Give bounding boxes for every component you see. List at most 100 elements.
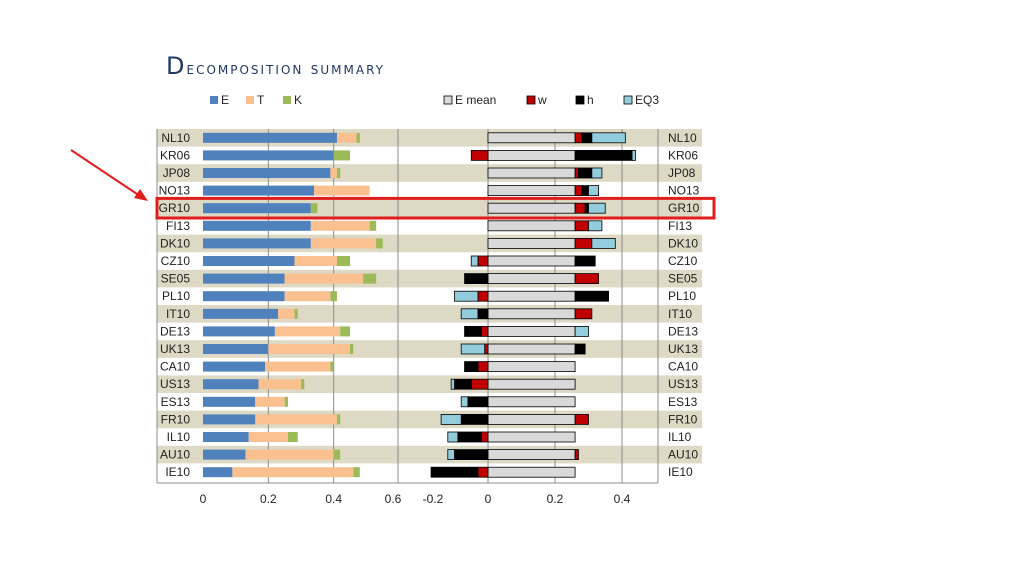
bar-k-cz10 (336, 256, 351, 266)
bar-e-mean-nl10 (487, 132, 576, 144)
bar-k-es13 (284, 396, 288, 407)
tick-label-left: 0 (200, 492, 207, 506)
bar-t-il10 (248, 432, 288, 442)
bar-e-il10 (203, 432, 249, 442)
row-label-right: IL10 (668, 430, 692, 444)
row-label-right: JP08 (668, 166, 696, 180)
bar-k-it10 (294, 308, 298, 319)
bar-e-mean-ie10 (487, 466, 576, 478)
bar-e-fr10 (203, 414, 256, 425)
row-label-right: FI13 (668, 219, 692, 233)
bar-t-jp08 (330, 168, 337, 178)
row-labels: NL10 NL10 KR06 KR06 JP08 JP08 NO13 NO13 GR10 GR10… (159, 131, 700, 479)
bar-w-fi13 (574, 220, 589, 232)
bar-eq3-no13 (588, 185, 599, 197)
bar-w-jp08 (574, 167, 579, 179)
bar-k-us13 (301, 379, 305, 390)
bar-w-it10 (574, 308, 593, 320)
bar-eq3-kr06 (631, 149, 636, 161)
axis-ticks: 0 0.2 0.4 0.6 -0.2 0 0.2 0.4 (200, 492, 631, 506)
row-label-right: IT10 (668, 307, 692, 321)
bar-e-mean-cz10 (487, 255, 576, 267)
row-label-left: KR06 (160, 148, 190, 162)
bar-e-mean-de13 (487, 325, 576, 337)
bar-t-au10 (245, 449, 334, 460)
bar-e-es13 (203, 396, 256, 407)
bar-e-mean-es13 (487, 396, 576, 408)
legend-swatch-eq3 (623, 95, 633, 105)
bar-t-pl10 (284, 291, 331, 302)
bar-eq3-jp08 (591, 167, 603, 179)
bar-t-fr10 (255, 414, 337, 425)
tick-label-left: 0.6 (385, 492, 402, 506)
bar-h-au10 (454, 449, 489, 461)
row-label-left: IT10 (166, 307, 190, 321)
bar-eq3-fi13 (588, 220, 603, 232)
legend-swatch-t (246, 96, 254, 104)
bar-w-se05 (574, 273, 599, 285)
bar-k-il10 (287, 432, 298, 442)
bar-eq3-nl10 (591, 132, 626, 144)
bar-e-uk13 (203, 344, 269, 354)
bar-w-cz10 (477, 255, 489, 267)
bar-e-ca10 (203, 361, 266, 372)
legend-label-k: K (294, 93, 302, 107)
row-label-right: CA10 (668, 360, 698, 374)
row-label-left: DE13 (160, 324, 190, 338)
bar-e-de13 (203, 326, 275, 337)
row-label-right: ES13 (668, 395, 698, 409)
bar-k-kr06 (333, 150, 351, 161)
legend-swatch-h (575, 95, 585, 105)
bar-h-de13 (464, 325, 482, 337)
bar-k-pl10 (330, 291, 337, 302)
bar-t-nl10 (336, 132, 357, 143)
bar-w-ie10 (477, 466, 489, 478)
bar-e-se05 (203, 273, 285, 284)
bar-eq3-cz10 (470, 255, 479, 267)
bar-eq3-es13 (460, 396, 469, 408)
bar-e-fi13 (203, 220, 311, 231)
bar-e-gr10 (203, 203, 311, 214)
bar-h-jp08 (578, 167, 593, 179)
bar-e-us13 (203, 379, 259, 390)
bar-e-mean-gr10 (487, 202, 576, 214)
bar-e-mean-dk10 (487, 237, 576, 249)
bar-e-dk10 (203, 238, 311, 249)
row-label-right: PL10 (668, 289, 696, 303)
bar-k-ca10 (330, 361, 334, 372)
row-label-right: GR10 (668, 201, 700, 215)
legend-label-e: E (221, 93, 229, 107)
bar-k-ie10 (353, 467, 360, 478)
bar-e-mean-au10 (487, 449, 576, 461)
tick-label-right: 0.2 (547, 492, 564, 506)
bar-w-gr10 (574, 202, 586, 214)
bar-w-no13 (574, 185, 583, 197)
bar-eq3-uk13 (460, 343, 486, 355)
bar-w-il10 (480, 431, 489, 443)
legend-label-t: T (257, 93, 265, 107)
bar-t-cz10 (294, 256, 337, 266)
tick-label-left: 0.4 (325, 492, 342, 506)
bar-e-pl10 (203, 291, 285, 302)
legend-label-e-mean: E mean (455, 93, 496, 107)
row-label-left: UK13 (160, 342, 190, 356)
bar-k-fi13 (369, 220, 377, 231)
bar-t-no13 (314, 185, 370, 196)
bar-e-mean-us13 (487, 378, 576, 390)
bar-w-us13 (470, 378, 489, 390)
bar-t-uk13 (268, 344, 351, 354)
bar-e-jp08 (203, 168, 331, 178)
row-label-right: US13 (668, 377, 698, 391)
legend-label-eq3: EQ3 (635, 93, 659, 107)
bar-w-au10 (574, 449, 579, 461)
row-label-right: UK13 (668, 342, 698, 356)
bar-h-us13 (454, 378, 472, 390)
bar-eq3-us13 (450, 378, 455, 390)
row-label-left: US13 (160, 377, 190, 391)
legend: E T K E mean w h EQ3 (210, 93, 659, 107)
row-label-left: ES13 (161, 395, 191, 409)
bar-t-de13 (274, 326, 341, 337)
bar-t-ca10 (265, 361, 331, 372)
bar-h-uk13 (574, 343, 586, 355)
bar-e-ie10 (203, 467, 233, 478)
